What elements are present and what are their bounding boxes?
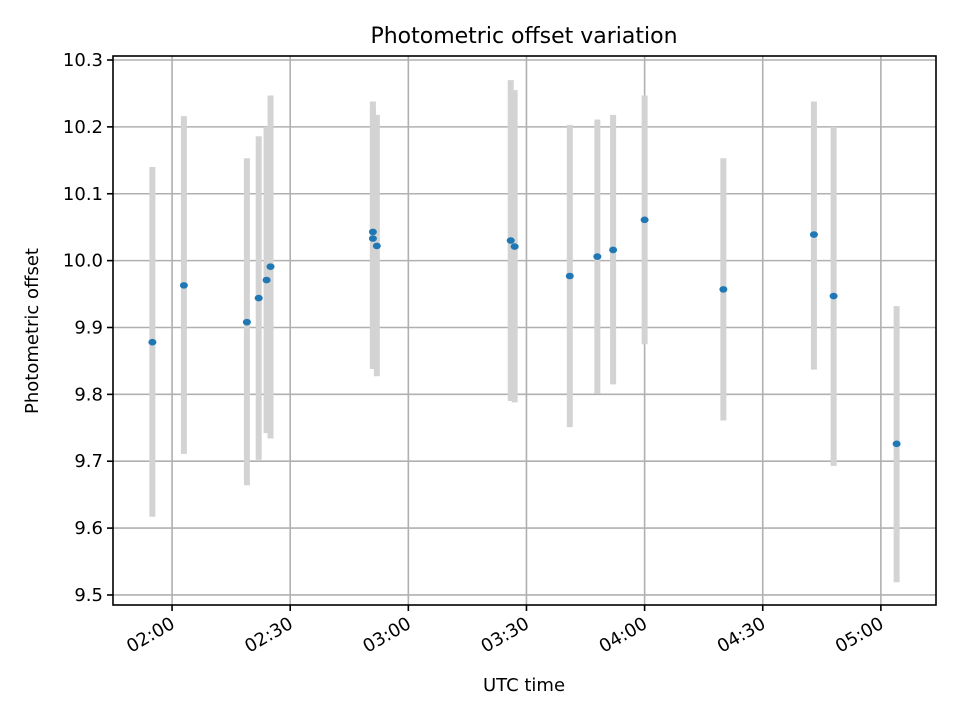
data-point — [593, 253, 602, 260]
data-point — [640, 216, 649, 224]
data-point — [565, 272, 574, 280]
data-point — [829, 292, 838, 300]
data-point — [506, 237, 515, 244]
data-point — [809, 231, 818, 238]
errorbar-layer — [149, 80, 900, 583]
data-point — [242, 318, 251, 326]
data-point — [148, 338, 157, 346]
y-tick-label: 9.8 — [74, 384, 103, 405]
y-tick-label: 9.9 — [74, 317, 103, 338]
y-tick-label: 9.6 — [74, 518, 103, 539]
y-tick-label: 10.0 — [63, 251, 103, 272]
data-point — [262, 276, 271, 284]
y-tick-label: 10.3 — [63, 50, 103, 71]
data-point — [372, 242, 381, 250]
x-tick-label: 04:00 — [596, 613, 651, 657]
data-point — [719, 286, 728, 293]
x-tick-label: 03:30 — [478, 613, 533, 657]
x-tick-label: 05:00 — [832, 613, 887, 657]
x-axis-label: UTC time — [483, 675, 565, 696]
data-point — [368, 228, 377, 236]
chart-title: Photometric offset variation — [370, 24, 677, 49]
y-tick-label: 9.5 — [74, 585, 103, 606]
data-point — [266, 263, 275, 270]
y-tick-label: 10.1 — [63, 184, 103, 205]
point-layer — [148, 216, 901, 448]
y-tick-label: 9.7 — [74, 451, 103, 472]
data-point — [368, 235, 377, 242]
plot-frame — [112, 55, 937, 606]
x-tick-label: 02:30 — [241, 613, 296, 657]
data-point — [179, 282, 188, 289]
y-tick-label: 10.2 — [63, 117, 103, 138]
data-point — [254, 294, 263, 302]
data-point — [609, 246, 618, 254]
data-point — [510, 243, 519, 250]
data-point — [892, 440, 901, 448]
x-tick-label: 04:30 — [714, 613, 769, 657]
x-tick-label: 03:00 — [359, 613, 414, 657]
y-axis-label: Photometric offset — [22, 248, 43, 414]
x-tick-label: 02:00 — [123, 613, 178, 657]
